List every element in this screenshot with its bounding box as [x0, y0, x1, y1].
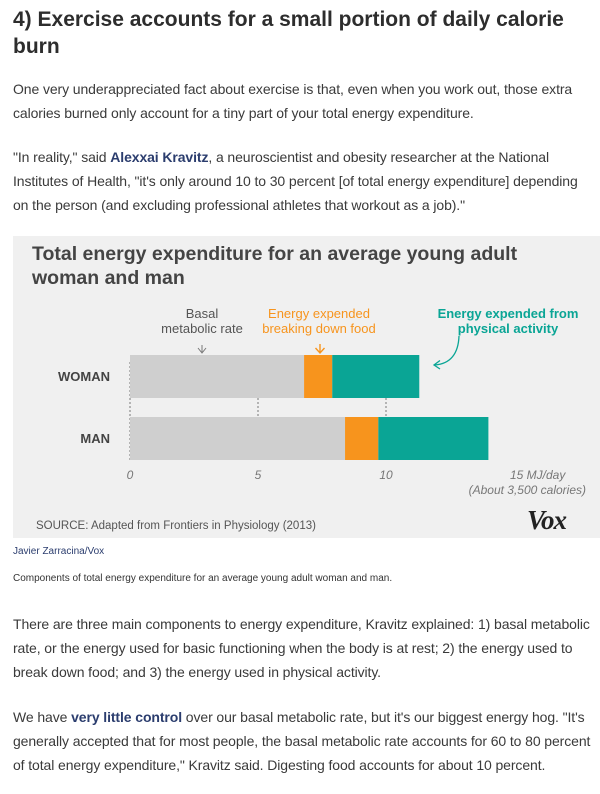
- legend-label-3: Energy expended from: [438, 306, 579, 321]
- legend-label-1: Basal: [186, 306, 219, 321]
- legend-label-3: physical activity: [458, 321, 559, 336]
- paragraph-components: There are three main components to energ…: [13, 616, 590, 680]
- figure-caption: Components of total energy expenditure f…: [13, 573, 393, 584]
- bar-man-segment-2: [345, 417, 379, 460]
- legend-label-1: metabolic rate: [161, 321, 243, 336]
- vox-logo: Vox: [527, 505, 567, 535]
- very-little-control-link[interactable]: very little control: [71, 709, 183, 725]
- kravitz-link[interactable]: Alexxai Kravitz: [110, 149, 209, 165]
- food-arrow: [314, 344, 326, 355]
- chart-title: Total energy expenditure for an average …: [32, 243, 518, 289]
- x-axis-sublabel: (About 3,500 calories): [469, 483, 586, 497]
- article-heading: 4) Exercise accounts for a small portion…: [13, 8, 564, 58]
- chart-figure: Total energy expenditure for an average …: [13, 236, 600, 538]
- bar-woman-segment-3: [332, 355, 420, 398]
- quote-text-after: , a neuroscientist and obesity researche…: [13, 149, 578, 213]
- basal-text-after: over our basal metabolic rate, but it's …: [13, 709, 591, 773]
- bar-woman-segment-1: [130, 355, 305, 398]
- bar-woman-segment-2: [304, 355, 333, 398]
- chart-source: SOURCE: Adapted from Frontiers in Physio…: [36, 520, 316, 532]
- tick-label: 5: [255, 468, 262, 482]
- paragraph-basal: We have very little control over our bas…: [13, 705, 591, 777]
- quote-text-before: "In reality," said: [13, 149, 111, 165]
- tick-label: 10: [379, 468, 393, 482]
- paragraph-quote: "In reality," said Alexxai Kravitz, a ne…: [13, 145, 591, 217]
- legend-label-2: breaking down food: [262, 321, 375, 336]
- bar-man-segment-3: [378, 417, 489, 460]
- category-label: WOMAN: [58, 369, 110, 384]
- tick-label: 0: [127, 468, 134, 482]
- basal-text-before: We have: [13, 709, 72, 725]
- legend-label-2: Energy expended: [268, 306, 370, 321]
- photo-credit[interactable]: Javier Zarracina/Vox: [13, 546, 105, 557]
- category-label: MAN: [80, 431, 110, 446]
- energy-chart: 0 5 10 15 MJ/day(About 3,500 calories) WOMA…: [58, 306, 586, 497]
- activity-arrow: [432, 335, 460, 370]
- bar-man-segment-1: [130, 417, 346, 460]
- x-axis-label: 15 MJ/day: [510, 468, 566, 482]
- basal-arrow: [197, 345, 207, 354]
- paragraph-intro: One very underappreciated fact about exe…: [13, 81, 573, 121]
